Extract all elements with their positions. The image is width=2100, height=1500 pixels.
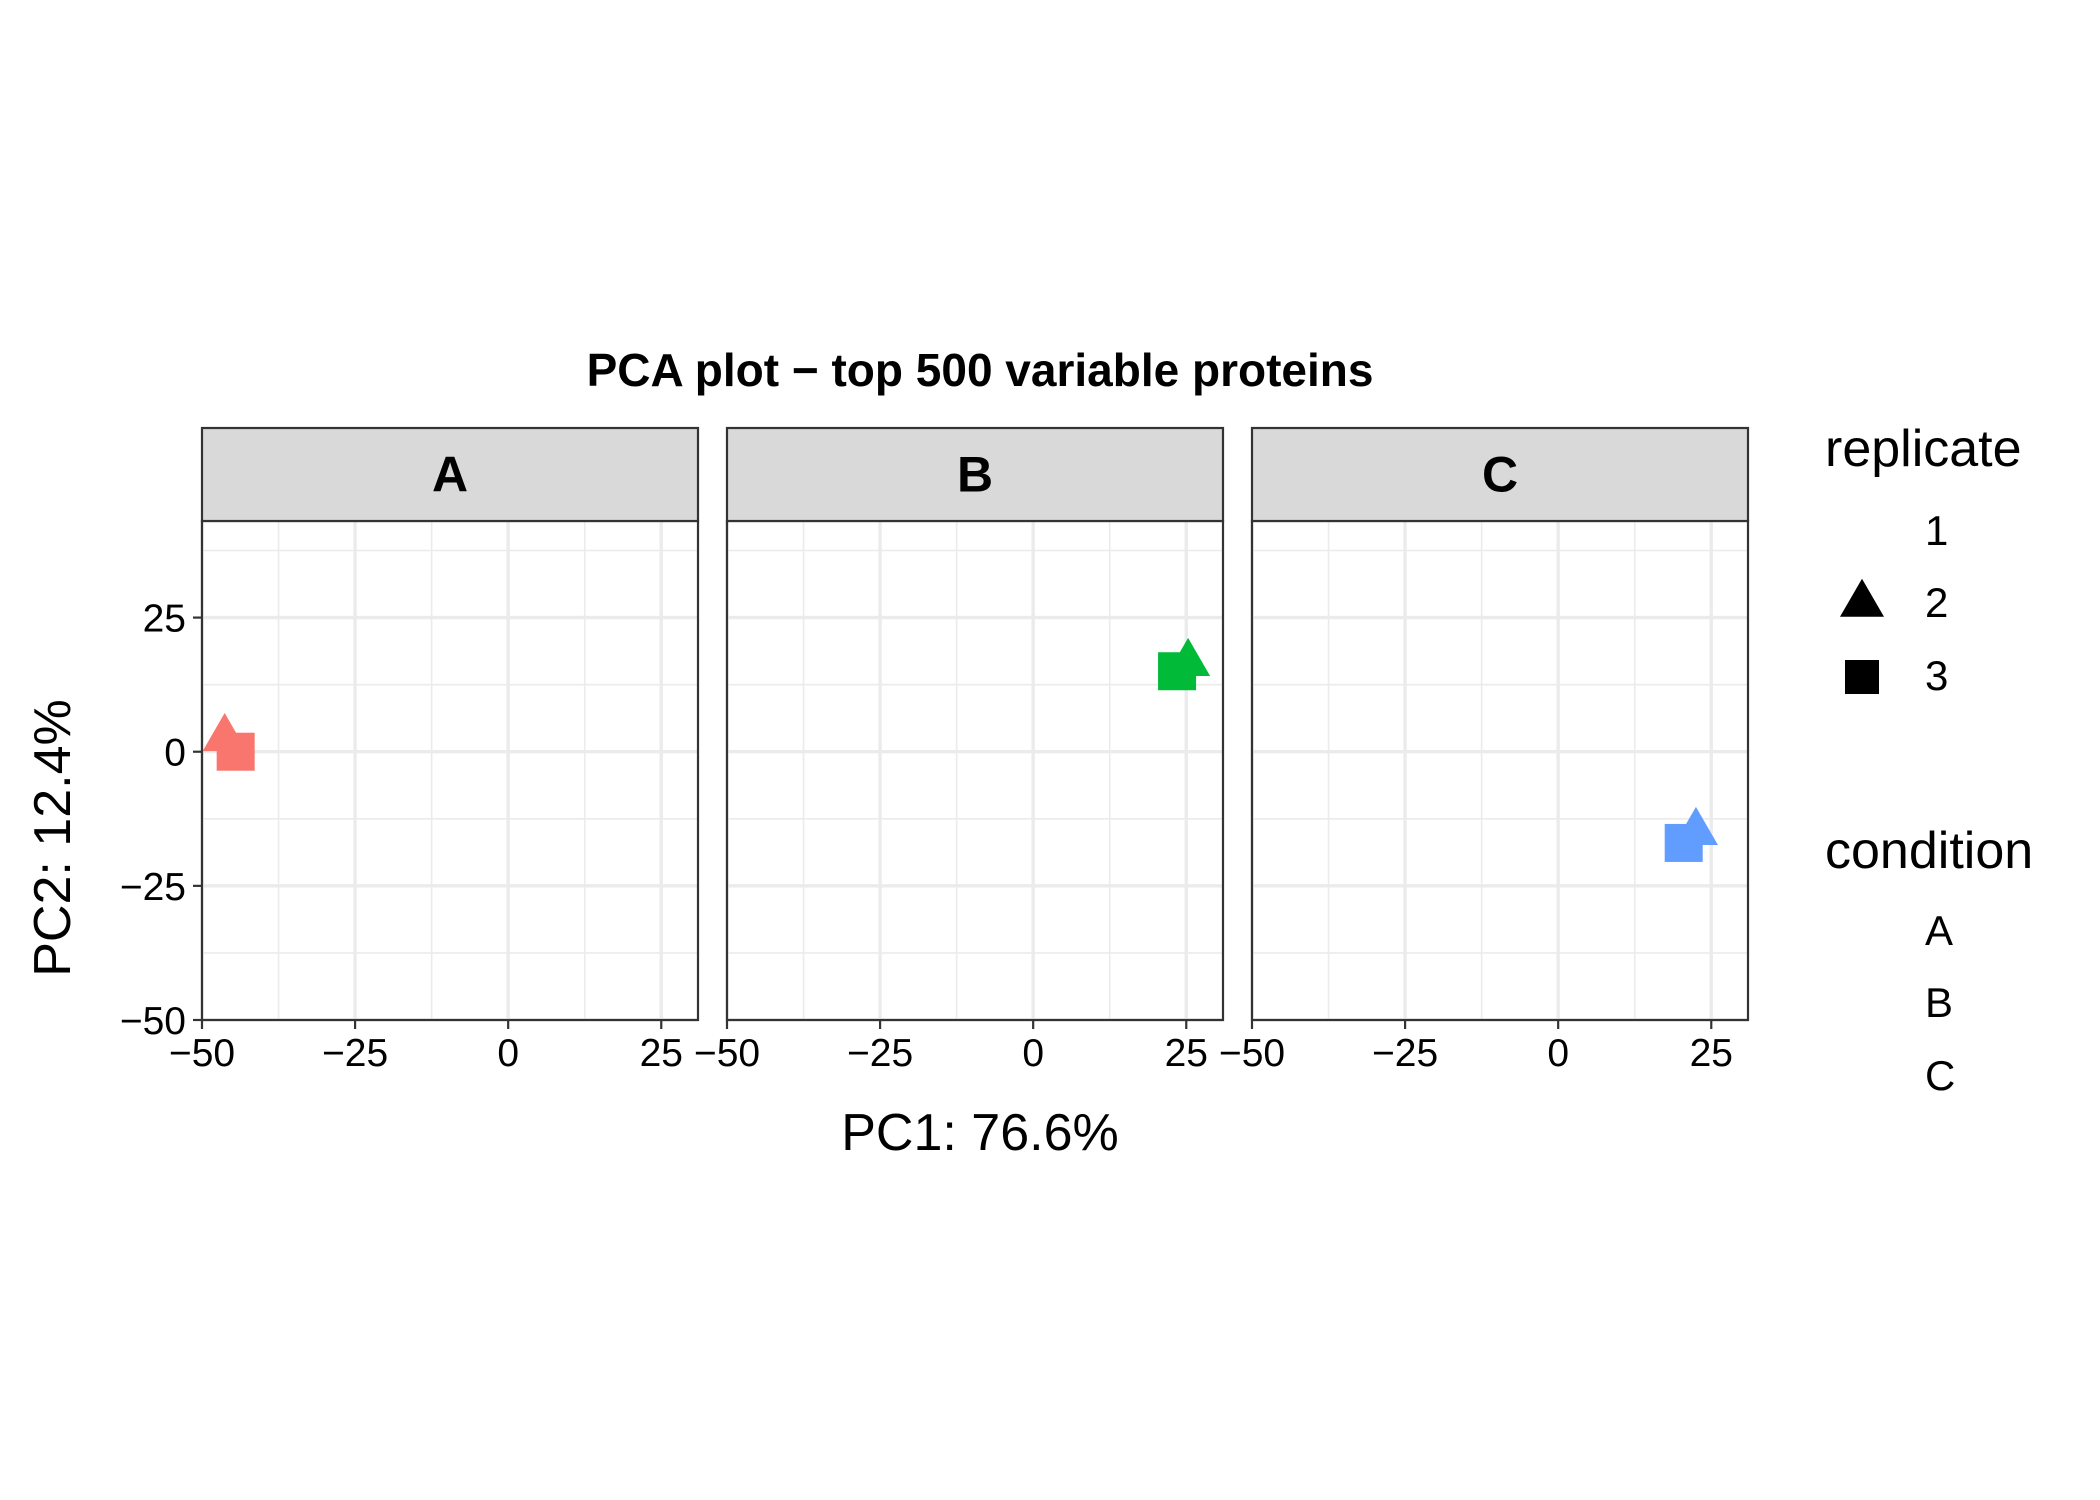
panel-background [202, 521, 698, 1020]
strip-label-b: B [957, 447, 993, 503]
facet-panel-a: A −50 −25 0 25 [169, 426, 700, 1075]
y-axis-title: PC2: 12.4% [24, 699, 82, 977]
legend-key-replicate-3 [1845, 660, 1879, 694]
x-tick-label: −50 [169, 1032, 235, 1075]
strip-background [200, 426, 700, 523]
x-tick-label: −25 [322, 1032, 388, 1075]
facet-panel-b: B −50 −25 0 25 [694, 426, 1225, 1075]
x-tick-label: −25 [1372, 1032, 1438, 1075]
legend-label-condition-c: C [1925, 1052, 1955, 1099]
x-tick-label: 25 [640, 1032, 683, 1075]
strip-label-c: C [1482, 447, 1518, 503]
y-tick-label: −50 [120, 1000, 186, 1043]
point-replicate-3-a [216, 732, 255, 771]
legend-title-condition: condition [1825, 822, 2033, 880]
chart-title: PCA plot − top 500 variable proteins [587, 344, 1374, 396]
legend-title-replicate: replicate [1825, 420, 2022, 478]
x-tick-label: 0 [1022, 1032, 1044, 1075]
x-tick-label: −25 [847, 1032, 913, 1075]
facet-panels: A −50 −25 0 25 B −50 −25 0 25 C −50 −25 0 25 [169, 426, 1750, 1075]
y-tick-label: 25 [143, 598, 186, 641]
y-axis: −50 −25 0 25 [120, 598, 202, 1043]
strip-background [1250, 426, 1750, 523]
x-tick-label: 25 [1165, 1032, 1208, 1075]
facet-panel-c: C −50 −25 0 25 [1219, 426, 1750, 1075]
point-replicate-3-c [1664, 823, 1703, 862]
x-tick-label: −50 [1219, 1032, 1285, 1075]
x-tick-label: −50 [694, 1032, 760, 1075]
y-tick-label: 0 [164, 732, 186, 775]
x-tick-label: 25 [1690, 1032, 1733, 1075]
panel-background [1252, 521, 1748, 1020]
legend-key-replicate-2 [1840, 578, 1884, 617]
legend-label-replicate-3: 3 [1925, 652, 1948, 699]
legend-label-replicate-2: 2 [1925, 579, 1948, 626]
point-replicate-3-b [1158, 652, 1197, 691]
legend-label-replicate-1: 1 [1925, 507, 1948, 554]
x-axis-title: PC1: 76.6% [841, 1104, 1119, 1162]
legend: replicate 1 2 3 condition ABC [1825, 420, 2033, 1099]
legend-label-condition-b: B [1925, 979, 1953, 1026]
x-tick-label: 0 [497, 1032, 519, 1075]
legend-label-condition-a: A [1925, 907, 1953, 954]
y-tick-label: −25 [120, 866, 186, 909]
strip-label-a: A [432, 447, 468, 503]
strip-background [725, 426, 1225, 523]
x-tick-label: 0 [1547, 1032, 1569, 1075]
panel-background [727, 521, 1223, 1020]
